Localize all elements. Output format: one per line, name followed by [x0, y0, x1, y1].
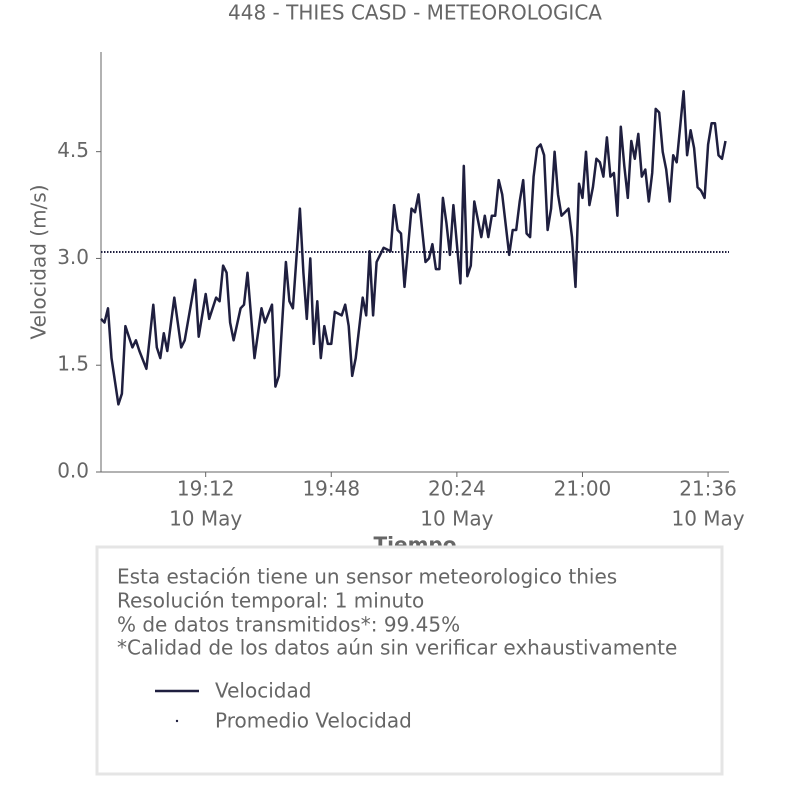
legend-dot-swatch [175, 719, 179, 723]
info-note: % de datos transmitidos*: 99.45% [117, 613, 460, 637]
chart-title: 448 - THIES CASD - METEOROLOGICA [228, 1, 602, 25]
info-note: Esta estación tiene un sensor meteorolog… [117, 565, 617, 589]
x-tick-label: 19:12 [177, 477, 235, 501]
legend-label: Promedio Velocidad [215, 709, 412, 733]
x-tick-date: 10 May [169, 507, 242, 531]
y-tick-label: 0.0 [57, 459, 89, 483]
x-tick-label: 19:48 [302, 477, 360, 501]
series-line [100, 89, 727, 406]
y-tick-label: 1.5 [57, 352, 89, 376]
x-tick-label: 21:00 [554, 477, 612, 501]
info-box [95, 545, 724, 776]
x-tick-label: 20:24 [428, 477, 486, 501]
info-note: *Calidad de los datos aún sin verificar … [117, 636, 677, 660]
y-axis-label: Velocidad (m/s) [27, 184, 51, 339]
legend-label: Velocidad [215, 679, 311, 703]
x-tick-date: 10 May [420, 507, 493, 531]
x-tick-label: 21:36 [679, 477, 737, 501]
x-tick-date: 10 May [671, 507, 744, 531]
y-tick-label: 4.5 [57, 138, 89, 162]
y-tick-label: 3.0 [57, 245, 89, 269]
info-note: Resolución temporal: 1 minuto [117, 589, 424, 613]
